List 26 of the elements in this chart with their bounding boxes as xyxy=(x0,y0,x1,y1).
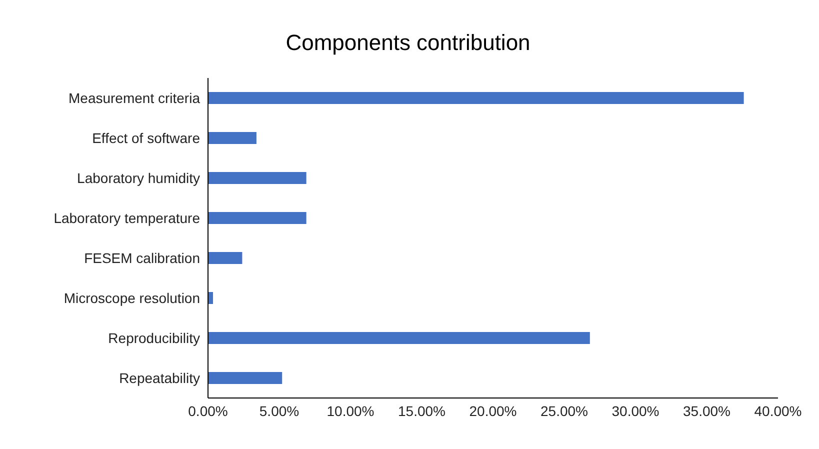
y-tick-label: Measurement criteria xyxy=(68,90,200,106)
x-tick-label: 10.00% xyxy=(326,402,374,419)
x-tick-label: 25.00% xyxy=(540,402,588,419)
chart-title: Components contribution xyxy=(284,29,532,57)
bar xyxy=(208,292,213,304)
y-tick-label: Effect of software xyxy=(92,130,200,146)
x-tick-label: 40.00% xyxy=(754,402,802,419)
y-tick-label: Repeatability xyxy=(119,370,200,386)
bar xyxy=(208,132,256,144)
bar xyxy=(208,252,242,264)
y-tick-label: FESEM calibration xyxy=(84,250,200,266)
y-tick-label: Laboratory humidity xyxy=(77,170,200,186)
bar xyxy=(208,332,590,344)
bar xyxy=(208,172,306,184)
x-tick-label: 15.00% xyxy=(398,402,446,419)
x-tick-label: 30.00% xyxy=(612,402,660,419)
y-tick-label: Reproducibility xyxy=(108,330,200,346)
x-tick-label: 35.00% xyxy=(683,402,730,419)
y-tick-label: Microscope resolution xyxy=(64,290,200,306)
x-tick-label: 5.00% xyxy=(259,402,300,419)
bar xyxy=(208,372,282,384)
x-tick-label: 20.00% xyxy=(469,402,517,419)
x-tick-label: 0.00% xyxy=(188,402,228,419)
y-tick-label: Laboratory temperature xyxy=(54,210,200,226)
bar xyxy=(208,212,306,224)
bar xyxy=(208,92,744,104)
